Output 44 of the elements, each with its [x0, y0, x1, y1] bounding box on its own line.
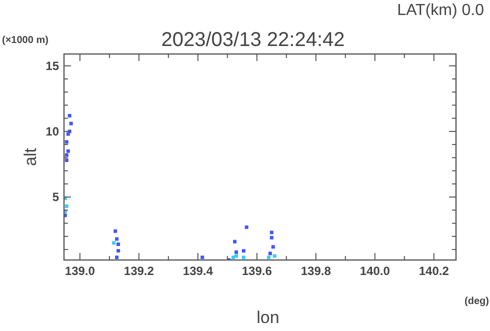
point [115, 237, 119, 241]
text: (deg) [464, 296, 489, 307]
point [200, 256, 204, 260]
point [232, 256, 236, 260]
y-tick-label: 15 [46, 58, 60, 73]
point [270, 230, 274, 234]
y-tick-label: 5 [52, 190, 60, 204]
x-tick-label: 139.8 [300, 264, 332, 278]
point [116, 242, 120, 246]
point [114, 229, 118, 233]
point [244, 225, 248, 229]
y-axis-title: alt [21, 148, 40, 166]
point [242, 256, 246, 260]
text: (×1000 m) [2, 35, 48, 46]
point [233, 240, 237, 244]
chart-title: 2023/03/13 22:24:42 [161, 29, 345, 51]
point [268, 252, 272, 256]
point [68, 114, 72, 118]
point [112, 241, 116, 245]
x-tick-label: 139.6 [242, 264, 272, 278]
point [271, 245, 275, 249]
point [234, 250, 238, 254]
point [66, 132, 70, 136]
point [272, 254, 276, 258]
point [266, 256, 270, 260]
point [64, 158, 68, 162]
point [64, 140, 68, 144]
point [116, 249, 120, 253]
point [66, 149, 70, 153]
point [64, 153, 68, 157]
point [69, 122, 73, 126]
x-axis-title: lon [256, 308, 280, 327]
point [64, 204, 68, 208]
x-tick-label: 140.2 [418, 264, 450, 278]
point [234, 254, 238, 258]
x-tick-label: 139.2 [124, 264, 154, 278]
x-tick-label: 139.0 [64, 264, 96, 278]
x-tick-label: 140.0 [360, 264, 390, 278]
text: LAT(km) 0.0 [397, 2, 484, 19]
point [270, 236, 274, 240]
x-tick-label: 139.4 [182, 264, 214, 278]
point [115, 256, 119, 260]
point [242, 249, 246, 253]
y-tick-label: 10 [46, 124, 60, 138]
